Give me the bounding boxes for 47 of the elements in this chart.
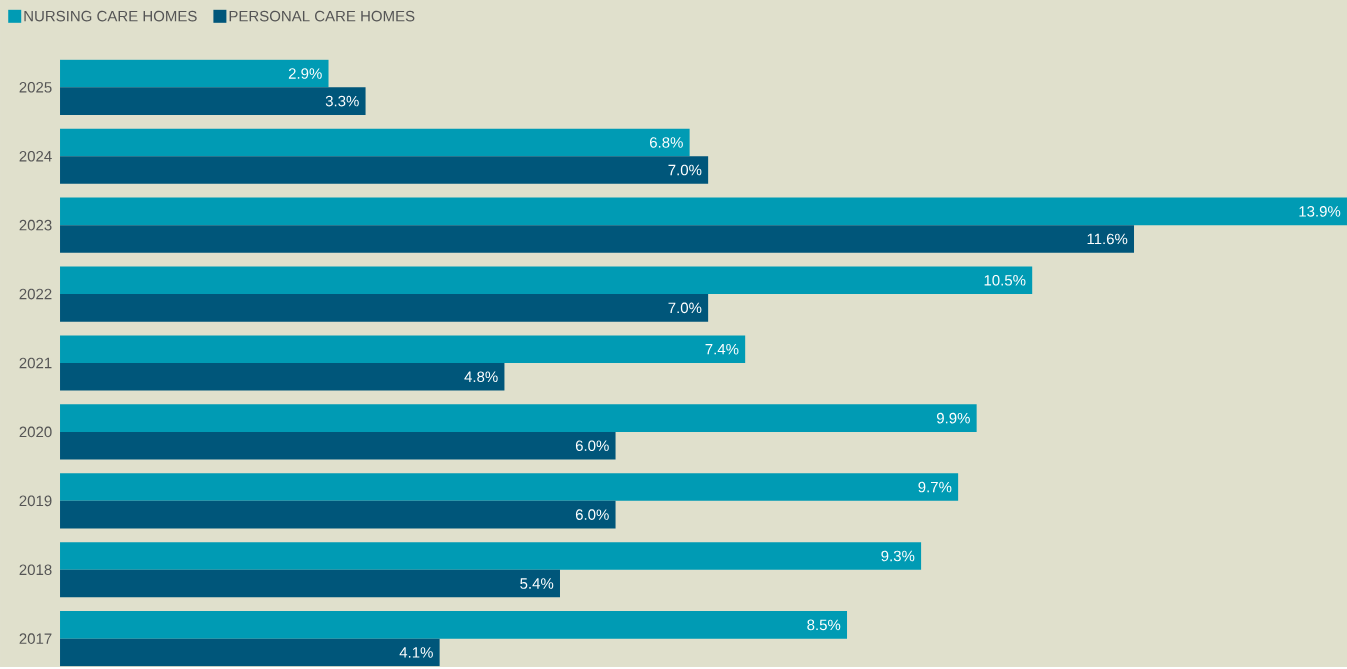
bar — [60, 266, 1033, 295]
data-label: 10.5% — [984, 274, 1026, 286]
data-label: 7.4% — [705, 343, 739, 355]
bar — [60, 362, 505, 391]
bar — [60, 569, 560, 598]
y-tick-label: 2017 — [19, 633, 52, 644]
y-tick-label: 2024 — [19, 150, 52, 162]
y-tick-label: 2022 — [19, 288, 52, 300]
y-tick-label: 2025 — [19, 82, 52, 93]
bar — [60, 542, 922, 570]
bar — [60, 611, 848, 639]
legend-label: NURSING CARE HOMES — [24, 10, 197, 22]
bar — [60, 294, 709, 322]
data-label: 9.9% — [936, 412, 970, 424]
bar — [60, 197, 1347, 226]
data-label: 8.5% — [807, 619, 841, 631]
data-label: 9.3% — [881, 550, 915, 562]
data-label: 7.0% — [668, 164, 702, 176]
data-label: 6.0% — [575, 509, 609, 520]
y-tick-label: 2019 — [19, 495, 52, 507]
bar — [60, 87, 366, 115]
data-label: 9.7% — [918, 481, 952, 493]
data-label: 7.0% — [668, 302, 702, 314]
bar — [60, 128, 690, 157]
data-label: 4.8% — [464, 371, 498, 383]
bar — [60, 500, 616, 529]
legend-label: PERSONAL CARE HOMES — [229, 10, 415, 22]
bar — [60, 59, 329, 88]
data-label: 2.9% — [288, 68, 322, 79]
bar — [60, 335, 746, 363]
data-label: 5.4% — [520, 578, 554, 589]
data-label: 6.0% — [575, 440, 609, 451]
data-label: 6.8% — [650, 137, 683, 148]
bar — [60, 431, 616, 460]
y-tick-label: 2021 — [19, 357, 52, 369]
data-label: 3.3% — [325, 95, 359, 107]
bar — [60, 473, 959, 501]
y-tick-label: 2023 — [19, 219, 52, 231]
y-tick-label: 2018 — [19, 564, 52, 576]
bar — [60, 404, 977, 432]
bar — [60, 225, 1135, 253]
data-label: 13.9% — [1299, 206, 1341, 217]
bar — [60, 638, 440, 667]
data-label: 4.1% — [399, 647, 433, 658]
y-tick-label: 2020 — [19, 426, 52, 438]
bar — [60, 156, 709, 184]
data-label: 11.6% — [1087, 233, 1128, 245]
